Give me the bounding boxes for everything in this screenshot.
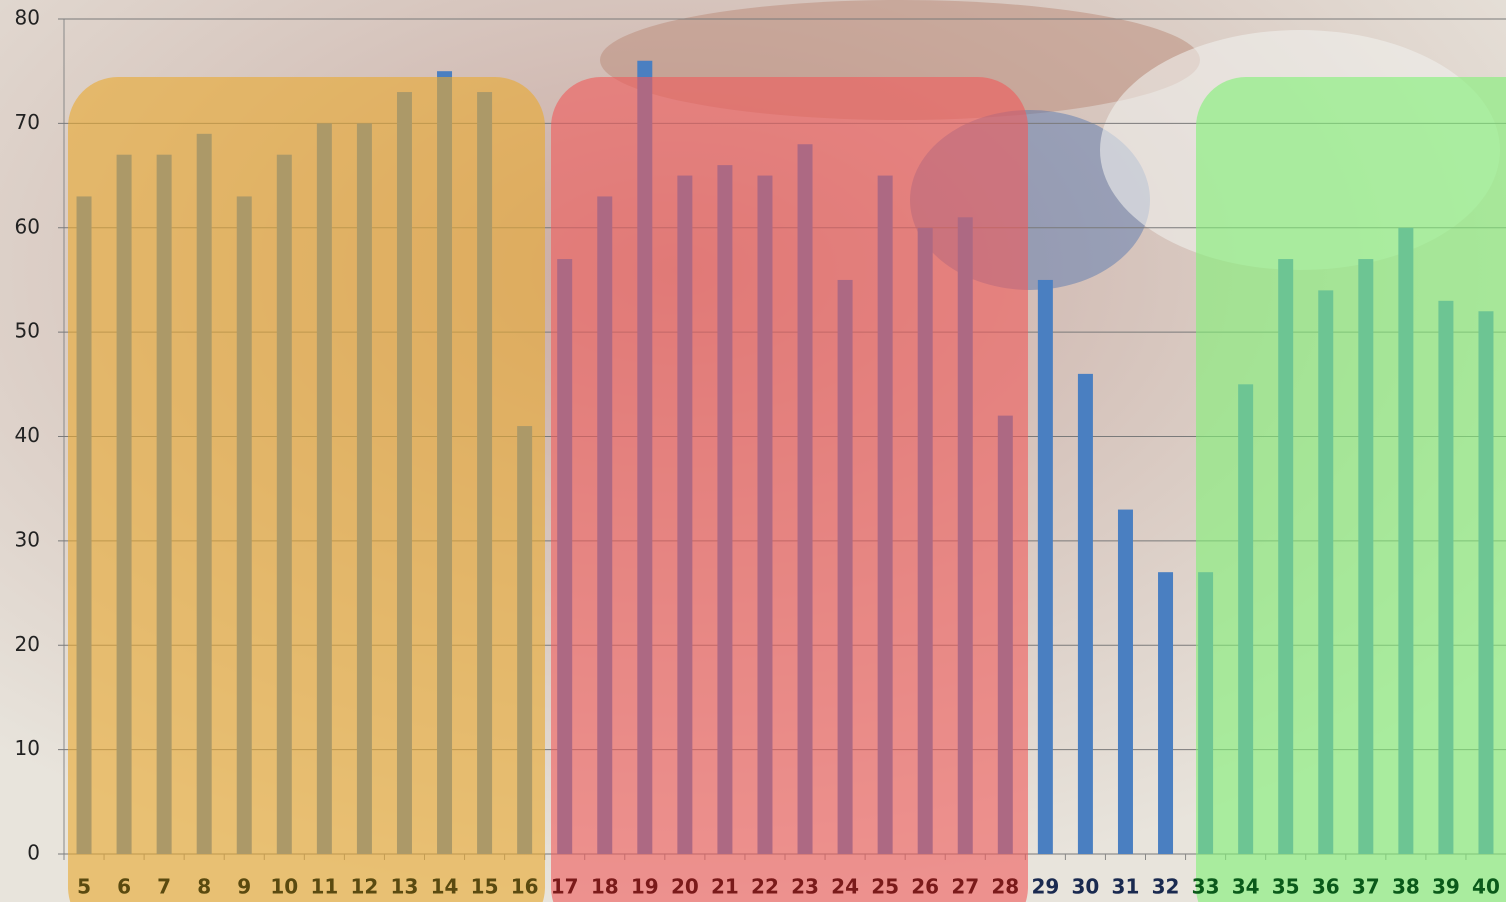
x-tick-label: 40 [1472, 875, 1500, 899]
x-tick-label: 8 [197, 875, 211, 899]
x-tick-label: 5 [77, 875, 91, 899]
x-tick-label: 9 [237, 875, 251, 899]
x-tick-label: 13 [391, 875, 419, 899]
highlight-region [1196, 77, 1506, 902]
x-tick-label: 16 [511, 875, 539, 899]
x-tick-label: 38 [1392, 875, 1420, 899]
bar [1037, 279, 1053, 854]
x-tick-label: 25 [871, 875, 899, 899]
y-tick-label: 60 [15, 214, 40, 238]
x-tick-label: 23 [791, 875, 819, 899]
x-tick-label: 12 [350, 875, 378, 899]
highlight-region [68, 77, 545, 902]
bar [1117, 509, 1133, 854]
x-tick-label: 11 [310, 875, 338, 899]
labels: 0 10 20 30 40 50 60 70 80 5 6 7 8 9 10 11 12 13 14 15 16 17 18… [15, 6, 1500, 899]
y-tick-label: 10 [15, 736, 40, 760]
y-tick-label: 80 [15, 6, 40, 30]
x-tick-label: 14 [431, 875, 459, 899]
bar [1158, 572, 1174, 854]
x-tick-label: 6 [117, 875, 131, 899]
y-tick-label: 0 [27, 841, 40, 865]
x-tick-label: 30 [1071, 875, 1099, 899]
y-tick-label: 40 [15, 423, 40, 447]
y-tick-label: 20 [15, 632, 40, 656]
x-tick-label: 21 [711, 875, 739, 899]
x-tick-label: 20 [671, 875, 699, 899]
x-tick-label: 7 [157, 875, 171, 899]
x-tick-label: 18 [591, 875, 619, 899]
x-tick-label: 32 [1152, 875, 1180, 899]
x-tick-label: 17 [551, 875, 579, 899]
y-tick-label: 50 [15, 319, 40, 343]
x-tick-label: 24 [831, 875, 859, 899]
x-tick-label: 33 [1192, 875, 1220, 899]
x-tick-label: 36 [1312, 875, 1340, 899]
y-tick-label: 70 [15, 110, 40, 134]
x-tick-label: 29 [1031, 875, 1059, 899]
x-tick-label: 28 [991, 875, 1019, 899]
y-tick-label: 30 [15, 527, 40, 551]
x-tick-label: 35 [1272, 875, 1300, 899]
x-tick-label: 26 [911, 875, 939, 899]
bar [1077, 373, 1093, 854]
x-tick-label: 19 [631, 875, 659, 899]
x-tick-label: 37 [1352, 875, 1380, 899]
x-tick-label: 31 [1112, 875, 1140, 899]
x-tick-label: 22 [751, 875, 779, 899]
x-tick-label: 27 [951, 875, 979, 899]
x-tick-label: 34 [1232, 875, 1260, 899]
highlight-region [551, 77, 1028, 902]
x-tick-label: 15 [471, 875, 499, 899]
x-tick-label: 10 [270, 875, 298, 899]
x-tick-label: 39 [1432, 875, 1460, 899]
